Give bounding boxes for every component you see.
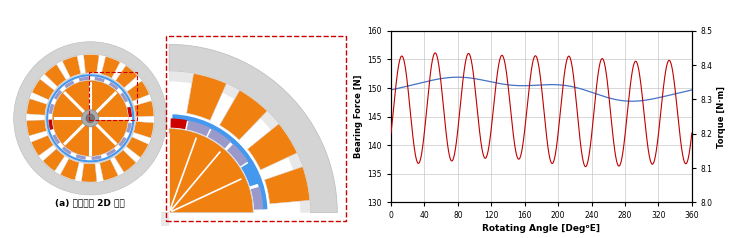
Wedge shape <box>53 134 60 144</box>
Wedge shape <box>208 129 231 149</box>
Wedge shape <box>172 114 268 209</box>
Wedge shape <box>241 163 259 186</box>
Wedge shape <box>133 121 154 138</box>
Wedge shape <box>186 120 211 136</box>
Wedge shape <box>169 45 338 213</box>
Wedge shape <box>44 73 136 164</box>
Wedge shape <box>127 107 132 117</box>
Wedge shape <box>227 144 248 166</box>
Bar <box>89 72 137 119</box>
Wedge shape <box>119 213 169 238</box>
Wedge shape <box>126 137 148 158</box>
Wedge shape <box>76 154 86 160</box>
Wedge shape <box>62 56 80 78</box>
Y-axis label: Bearing Force [N]: Bearing Force [N] <box>354 75 363 158</box>
Wedge shape <box>44 64 66 87</box>
Wedge shape <box>265 167 310 204</box>
Wedge shape <box>247 124 297 170</box>
Text: (a) 최종모델 2D 단면: (a) 최종모델 2D 단면 <box>56 198 125 207</box>
Wedge shape <box>126 123 132 133</box>
Circle shape <box>82 110 99 127</box>
Wedge shape <box>120 92 128 102</box>
Wedge shape <box>134 101 154 117</box>
Wedge shape <box>100 159 118 181</box>
Wedge shape <box>26 120 47 136</box>
Wedge shape <box>81 163 97 182</box>
Wedge shape <box>60 158 79 180</box>
Wedge shape <box>46 74 135 162</box>
Wedge shape <box>171 119 187 129</box>
Wedge shape <box>95 77 105 82</box>
Wedge shape <box>26 99 47 115</box>
Wedge shape <box>114 150 136 172</box>
Wedge shape <box>109 82 119 90</box>
Wedge shape <box>132 213 169 238</box>
Wedge shape <box>65 80 74 88</box>
Wedge shape <box>169 71 311 213</box>
Wedge shape <box>49 120 53 130</box>
Wedge shape <box>43 149 65 171</box>
Wedge shape <box>106 148 116 156</box>
Wedge shape <box>32 79 54 100</box>
Wedge shape <box>186 74 226 120</box>
Wedge shape <box>127 81 150 101</box>
X-axis label: Rotating Angle [DegᵒE]: Rotating Angle [DegᵒE] <box>483 224 600 233</box>
Wedge shape <box>127 107 132 117</box>
Wedge shape <box>116 65 138 88</box>
Y-axis label: Torque [N·m]: Torque [N·m] <box>717 86 726 148</box>
Wedge shape <box>220 90 267 140</box>
Wedge shape <box>49 120 53 130</box>
Wedge shape <box>250 187 263 210</box>
Wedge shape <box>102 56 120 78</box>
Circle shape <box>52 80 129 156</box>
Wedge shape <box>14 42 167 195</box>
Wedge shape <box>92 155 102 160</box>
Wedge shape <box>118 137 126 147</box>
Wedge shape <box>169 129 253 213</box>
Wedge shape <box>62 146 71 155</box>
Wedge shape <box>83 55 99 73</box>
Wedge shape <box>54 90 62 100</box>
Wedge shape <box>31 135 53 156</box>
Wedge shape <box>79 77 89 81</box>
Wedge shape <box>49 104 54 114</box>
Circle shape <box>86 114 95 123</box>
